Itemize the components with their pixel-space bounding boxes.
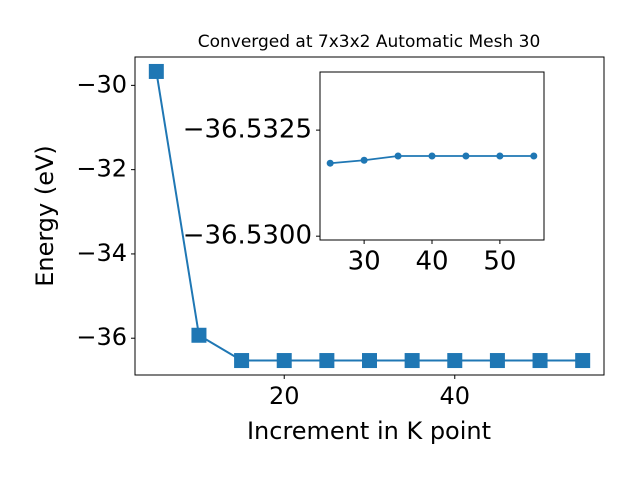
data-point: [575, 353, 591, 369]
data-point: [462, 152, 470, 160]
data-point: [496, 152, 504, 160]
data-point: [404, 353, 420, 369]
data-point: [362, 353, 377, 369]
data-point: [191, 327, 207, 343]
x-tick-label: 30: [348, 247, 381, 277]
data-point: [530, 152, 538, 160]
data-point: [532, 353, 548, 369]
data-point: [276, 353, 292, 369]
data-point: [489, 353, 505, 369]
data-point: [148, 63, 164, 79]
y-tick-label: −32: [76, 155, 127, 183]
data-point: [319, 353, 335, 369]
x-tick-label: 40: [439, 382, 470, 410]
y-tick-label: −30: [76, 70, 127, 98]
chart-title: Converged at 7x3x2 Automatic Mesh 30: [198, 32, 541, 52]
data-point: [394, 152, 402, 160]
x-axis-label: Increment in K point: [247, 417, 491, 445]
y-tick-label: −34: [76, 239, 127, 267]
x-tick-label: 50: [483, 247, 516, 277]
y-axis-label: Energy (eV): [31, 145, 59, 287]
data-point: [326, 159, 334, 167]
y-tick-label: −36.5325: [183, 115, 312, 145]
data-point: [428, 152, 436, 160]
x-tick-label: 40: [415, 247, 448, 277]
data-point: [234, 353, 250, 369]
x-tick-label: 20: [269, 382, 300, 410]
data-point: [447, 353, 463, 369]
y-tick-label: −36.5300: [183, 221, 312, 251]
y-tick-label: −36: [76, 323, 127, 351]
data-point: [360, 156, 368, 164]
